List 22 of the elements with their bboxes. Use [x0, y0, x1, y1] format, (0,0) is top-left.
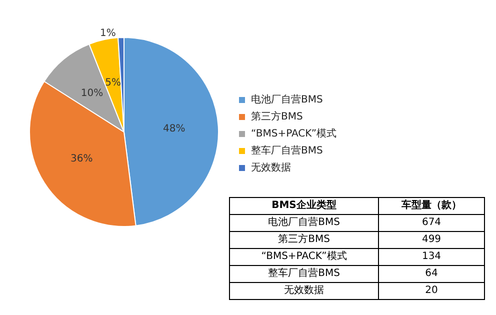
- data-label: 134: [378, 248, 484, 266]
- category-label: 无效数据: [230, 282, 378, 300]
- text: BMS企业类型: [230, 198, 378, 214]
- data-label: 36%: [70, 153, 93, 164]
- data-label: 48%: [163, 123, 186, 134]
- data-label: 64: [378, 266, 484, 282]
- data-label: 5%: [105, 77, 121, 88]
- legend-label: 整车厂自营BMS: [251, 144, 323, 156]
- legend-label: 电池厂自营BMS: [251, 94, 323, 106]
- data-label: 674: [378, 214, 484, 232]
- legend-label: “BMS+PACK”模式: [251, 128, 337, 140]
- legend-label: 第三方BMS: [251, 110, 303, 122]
- data-label: 10%: [80, 88, 104, 99]
- legend-label: 无效数据: [251, 162, 291, 174]
- data-label: 499: [378, 232, 484, 248]
- data-label: 20: [378, 282, 484, 300]
- text: 车型量（款）: [378, 198, 484, 214]
- category-label: “BMS+PACK”模式: [230, 248, 378, 266]
- category-label: 整车厂自营BMS: [230, 266, 378, 282]
- data-label: 1%: [100, 28, 116, 40]
- category-label: 电池厂自营BMS: [230, 214, 378, 232]
- category-label: 第三方BMS: [230, 232, 378, 248]
